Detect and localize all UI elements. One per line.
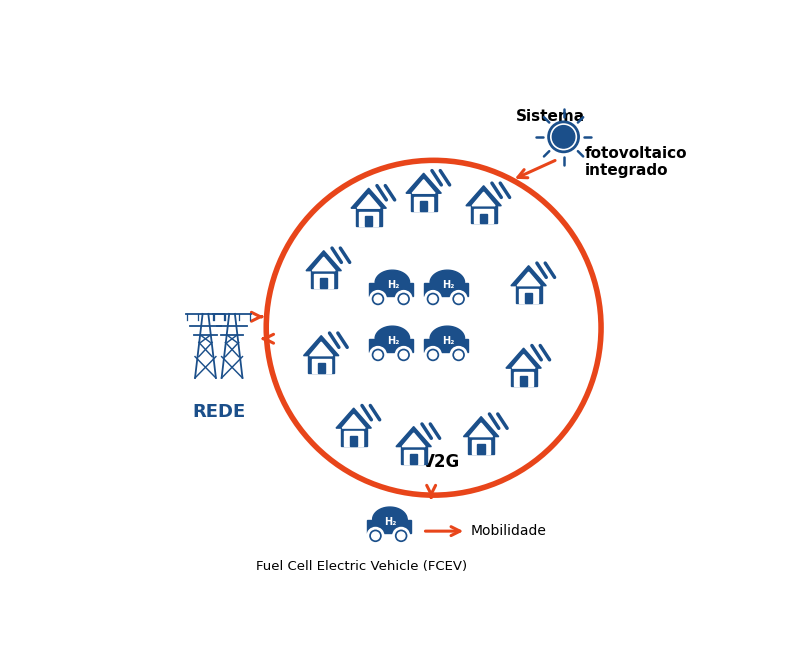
Polygon shape	[357, 195, 380, 208]
Polygon shape	[369, 339, 413, 352]
Polygon shape	[317, 363, 324, 373]
Polygon shape	[336, 408, 371, 428]
Circle shape	[374, 351, 381, 359]
Polygon shape	[314, 274, 333, 288]
Polygon shape	[320, 278, 327, 288]
Polygon shape	[513, 371, 532, 386]
Polygon shape	[355, 208, 381, 226]
Polygon shape	[517, 272, 539, 286]
Polygon shape	[466, 186, 500, 206]
Polygon shape	[524, 293, 531, 303]
Polygon shape	[430, 270, 464, 283]
Polygon shape	[396, 426, 431, 447]
Circle shape	[450, 347, 466, 363]
Polygon shape	[510, 368, 536, 386]
Polygon shape	[309, 342, 333, 356]
Polygon shape	[311, 359, 330, 373]
Text: Sistema: Sistema	[516, 109, 585, 125]
Polygon shape	[419, 201, 427, 211]
Polygon shape	[468, 437, 494, 454]
Text: H₂: H₂	[441, 280, 453, 290]
Text: H₂: H₂	[386, 280, 399, 290]
Polygon shape	[366, 519, 410, 533]
Polygon shape	[469, 423, 492, 437]
Polygon shape	[430, 326, 464, 339]
Polygon shape	[375, 326, 409, 339]
Polygon shape	[472, 192, 495, 206]
Polygon shape	[479, 214, 487, 223]
Polygon shape	[311, 271, 337, 288]
Polygon shape	[365, 216, 372, 226]
Circle shape	[396, 347, 411, 363]
Circle shape	[428, 351, 436, 359]
Polygon shape	[344, 432, 363, 446]
Polygon shape	[463, 417, 498, 437]
Circle shape	[367, 528, 383, 543]
Polygon shape	[423, 339, 468, 352]
Polygon shape	[404, 450, 423, 464]
Circle shape	[396, 291, 411, 306]
Circle shape	[397, 532, 405, 540]
Polygon shape	[474, 209, 492, 223]
Polygon shape	[308, 356, 334, 373]
Polygon shape	[306, 251, 341, 271]
Text: H₂: H₂	[384, 517, 397, 527]
Circle shape	[425, 291, 440, 306]
Polygon shape	[372, 507, 406, 519]
Circle shape	[370, 347, 385, 363]
Polygon shape	[477, 445, 484, 454]
Polygon shape	[410, 454, 417, 464]
Circle shape	[393, 528, 408, 543]
Polygon shape	[401, 433, 425, 447]
Polygon shape	[369, 283, 413, 296]
Polygon shape	[471, 440, 490, 454]
Circle shape	[371, 532, 379, 540]
Polygon shape	[505, 348, 541, 368]
Polygon shape	[406, 173, 440, 193]
Text: fotovoltaico
integrado: fotovoltaico integrado	[584, 146, 686, 178]
Polygon shape	[519, 376, 526, 386]
Text: Mobilidade: Mobilidade	[470, 524, 547, 538]
Circle shape	[399, 351, 407, 359]
Polygon shape	[414, 197, 432, 211]
Circle shape	[428, 295, 436, 303]
Circle shape	[370, 291, 385, 306]
Polygon shape	[303, 336, 338, 356]
Polygon shape	[515, 286, 541, 303]
Polygon shape	[341, 415, 365, 428]
Polygon shape	[410, 193, 436, 211]
Polygon shape	[312, 257, 335, 271]
Circle shape	[425, 347, 440, 363]
Polygon shape	[423, 283, 468, 296]
Circle shape	[454, 295, 462, 303]
Text: V2G: V2G	[422, 453, 460, 471]
Polygon shape	[518, 289, 537, 303]
Text: REDE: REDE	[192, 402, 245, 421]
Circle shape	[374, 295, 381, 303]
Text: Fuel Cell Electric Vehicle (FCEV): Fuel Cell Electric Vehicle (FCEV)	[255, 559, 466, 572]
Circle shape	[450, 291, 466, 306]
Circle shape	[399, 295, 407, 303]
Circle shape	[551, 126, 574, 148]
Polygon shape	[512, 354, 534, 368]
Circle shape	[548, 122, 578, 152]
Polygon shape	[359, 212, 378, 226]
Polygon shape	[510, 265, 546, 286]
Polygon shape	[375, 270, 409, 283]
Polygon shape	[400, 447, 426, 464]
Polygon shape	[350, 436, 357, 446]
Polygon shape	[412, 180, 435, 193]
Polygon shape	[350, 188, 386, 208]
Text: H₂: H₂	[441, 336, 453, 346]
Circle shape	[454, 351, 462, 359]
Polygon shape	[341, 428, 367, 446]
Text: H₂: H₂	[386, 336, 399, 346]
Polygon shape	[470, 206, 496, 223]
